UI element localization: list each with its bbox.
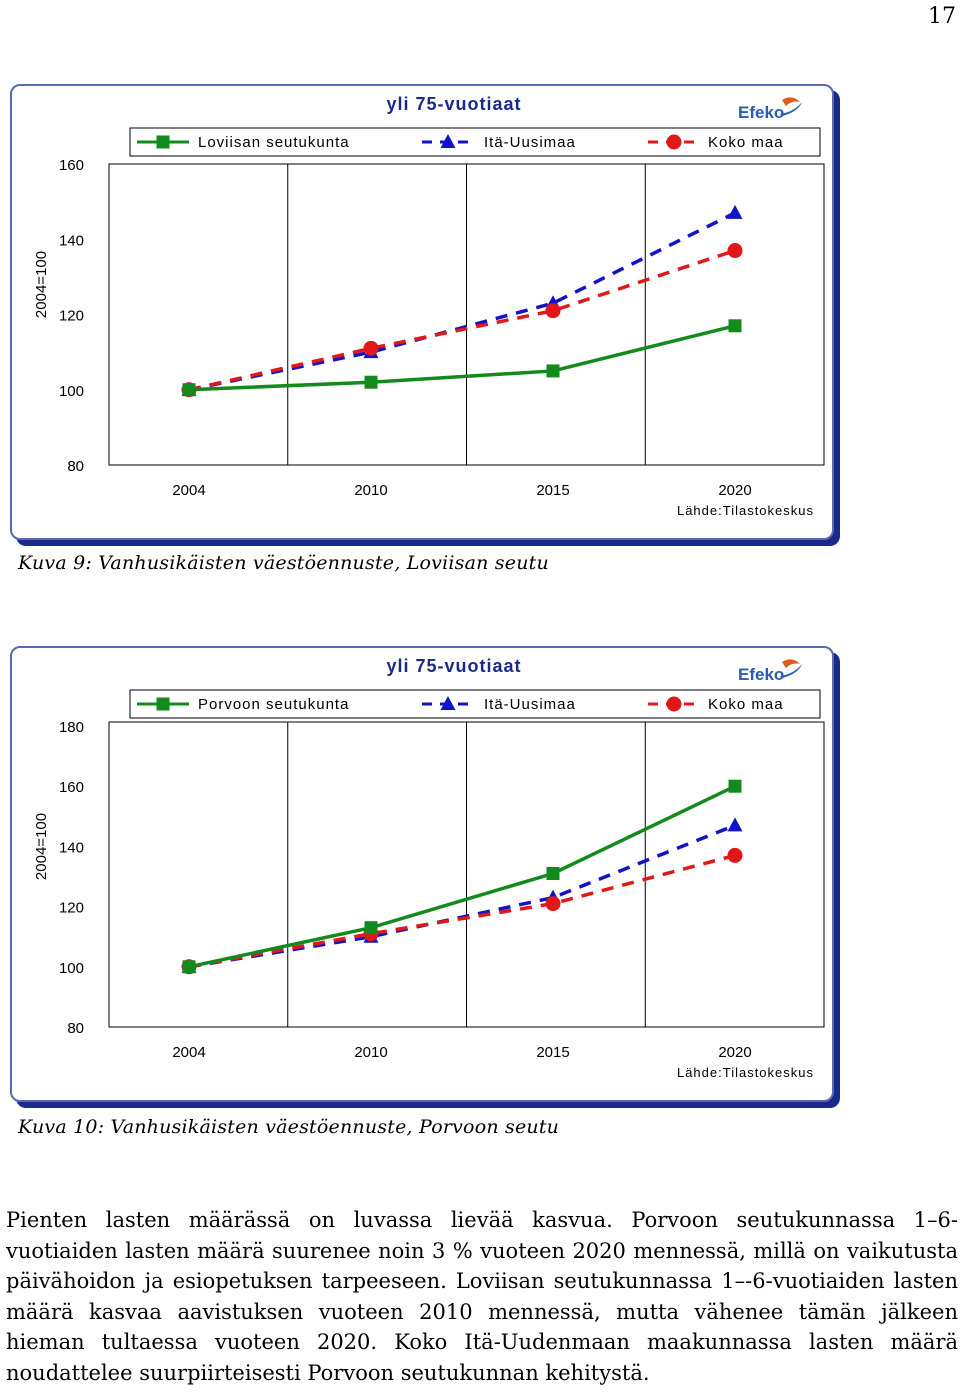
data-point-0-3 bbox=[728, 319, 742, 333]
legend-label-1: Itä-Uusimaa bbox=[484, 696, 576, 713]
data-point-0-2 bbox=[546, 866, 560, 880]
legend: Porvoon seutukunta Itä-Uusimaa Koko maa bbox=[129, 689, 821, 719]
legend-label-0: Porvoon seutukunta bbox=[198, 696, 349, 713]
data-point-0-0 bbox=[182, 960, 196, 974]
figure-caption-9: Kuva 9: Vanhusikäisten väestöennuste, Lo… bbox=[18, 552, 549, 574]
series-line-2 bbox=[188, 853, 736, 969]
y-tick-label: 80 bbox=[67, 458, 84, 475]
efeko-logo-swoosh-icon bbox=[782, 659, 800, 668]
x-tick-label: 2004 bbox=[172, 482, 205, 499]
legend-label-1: Itä-Uusimaa bbox=[484, 134, 576, 151]
y-tick-label: 100 bbox=[59, 383, 84, 400]
y-tick-label: 160 bbox=[59, 157, 84, 174]
page-number: 17 bbox=[928, 4, 956, 29]
x-tick-label: 2010 bbox=[354, 1044, 387, 1061]
series-line-0 bbox=[188, 324, 736, 392]
legend-marker-0 bbox=[156, 697, 170, 711]
y-tick-label: 120 bbox=[59, 900, 84, 917]
legend-label-0: Loviisan seutukunta bbox=[198, 134, 350, 151]
data-point-0-0 bbox=[182, 383, 196, 397]
series-line-2 bbox=[188, 248, 736, 392]
data-point-0-1 bbox=[364, 375, 378, 389]
efeko-logo: Efeko bbox=[738, 659, 802, 684]
y-tick-label: 100 bbox=[59, 960, 84, 977]
source-note: Lähde:Tilastokeskus bbox=[677, 503, 814, 518]
efeko-logo: Efeko bbox=[738, 97, 802, 122]
figure-caption-10: Kuva 10: Vanhusikäisten väestöennuste, P… bbox=[18, 1116, 560, 1138]
chart-loviisa: yli 75-vuotiaat Efeko Loviisan seutukunta I… bbox=[10, 84, 834, 540]
x-tick-label: 2004 bbox=[172, 1044, 205, 1061]
data-point-0-1 bbox=[364, 921, 378, 935]
series-line-0 bbox=[188, 784, 736, 969]
data-point-2-2 bbox=[545, 896, 561, 912]
chart-title: yli 75-vuotiaat bbox=[386, 94, 521, 114]
efeko-logo-text: Efeko bbox=[738, 665, 784, 684]
x-tick-label: 2020 bbox=[718, 482, 751, 499]
series-line-1 bbox=[188, 211, 736, 392]
x-tick-label: 2020 bbox=[718, 1044, 751, 1061]
y-axis-label: 2004=100 bbox=[33, 251, 50, 318]
efeko-logo-swoosh-icon bbox=[782, 97, 800, 106]
y-tick-label: 140 bbox=[59, 839, 84, 856]
y-tick-label: 160 bbox=[59, 779, 84, 796]
legend-label-2: Koko maa bbox=[708, 696, 784, 713]
data-point-2-2 bbox=[545, 303, 561, 319]
efeko-logo-text: Efeko bbox=[738, 103, 784, 122]
chart-porvoo-svg: yli 75-vuotiaat Efeko Porvoon seutukunta It… bbox=[33, 656, 825, 1080]
y-tick-label: 80 bbox=[67, 1020, 84, 1037]
data-point-1-3 bbox=[727, 204, 743, 219]
y-axis-label: 2004=100 bbox=[33, 813, 50, 880]
chart-porvoo: yli 75-vuotiaat Efeko Porvoon seutukunta It… bbox=[10, 646, 834, 1102]
data-point-1-3 bbox=[727, 817, 743, 832]
chart-loviisa-svg: yli 75-vuotiaat Efeko Loviisan seutukunta I… bbox=[33, 94, 825, 518]
efeko-logo-wave-icon bbox=[780, 664, 802, 678]
y-tick-label: 120 bbox=[59, 308, 84, 325]
data-point-0-2 bbox=[546, 364, 560, 378]
data-point-0-3 bbox=[728, 779, 742, 793]
legend-marker-0 bbox=[156, 135, 170, 149]
legend-box bbox=[129, 127, 821, 157]
x-tick-label: 2015 bbox=[536, 482, 569, 499]
data-point-2-3 bbox=[727, 847, 743, 863]
x-tick-label: 2015 bbox=[536, 1044, 569, 1061]
legend-marker-1 bbox=[440, 696, 456, 710]
legend-label-2: Koko maa bbox=[708, 134, 784, 151]
data-point-2-1 bbox=[363, 340, 379, 356]
data-point-2-3 bbox=[727, 243, 743, 259]
legend-marker-2 bbox=[666, 696, 682, 712]
efeko-logo-wave-icon bbox=[780, 102, 802, 116]
body-paragraph: Pienten lasten määrässä on luvassa lievä… bbox=[6, 1208, 958, 1385]
y-tick-label: 180 bbox=[59, 719, 84, 736]
y-tick-label: 140 bbox=[59, 232, 84, 249]
legend: Loviisan seutukunta Itä-Uusimaa Koko maa bbox=[129, 127, 821, 157]
legend-box bbox=[129, 689, 821, 719]
legend-marker-1 bbox=[440, 134, 456, 148]
legend-marker-2 bbox=[666, 134, 682, 150]
x-tick-label: 2010 bbox=[354, 482, 387, 499]
chart-title: yli 75-vuotiaat bbox=[386, 656, 521, 676]
source-note: Lähde:Tilastokeskus bbox=[677, 1065, 814, 1080]
